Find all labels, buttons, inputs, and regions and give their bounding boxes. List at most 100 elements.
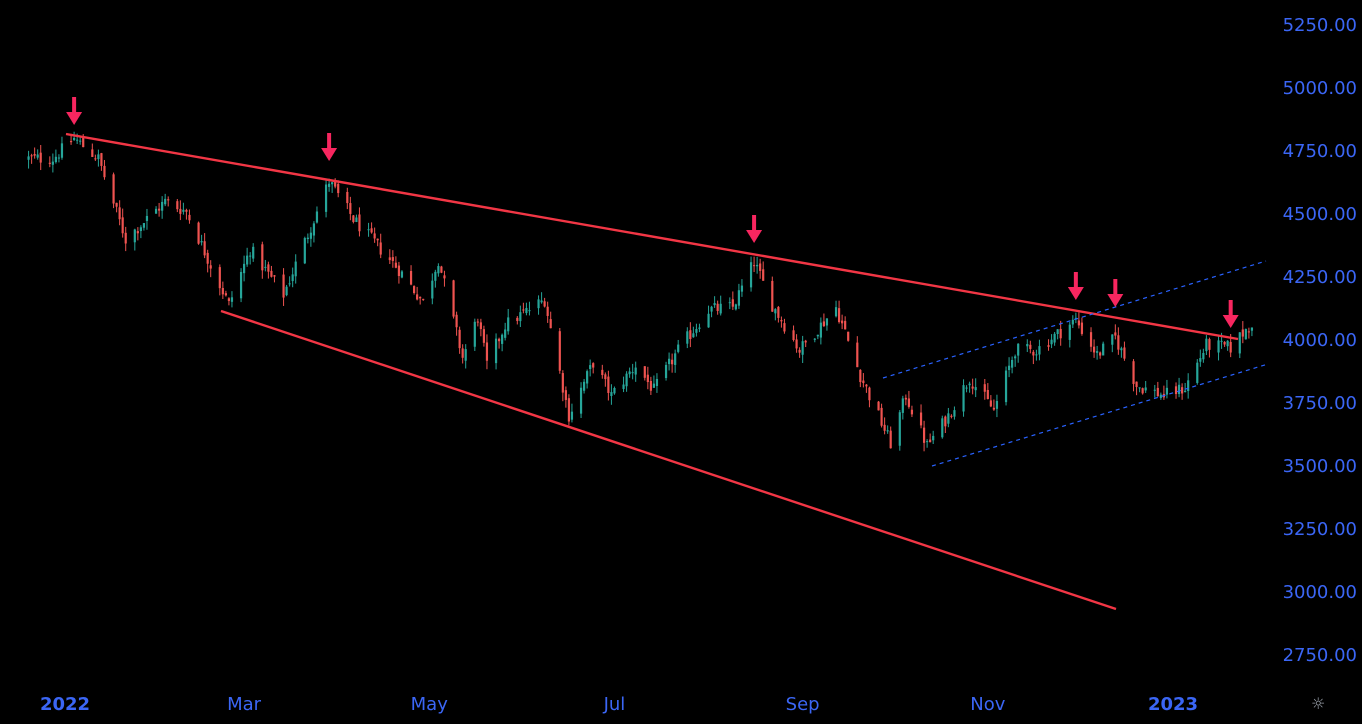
candle-body: [440, 266, 443, 273]
candle-body: [865, 384, 868, 387]
channel-upper-line[interactable]: [882, 260, 1267, 379]
candle-body: [501, 334, 504, 344]
candle-body: [337, 183, 340, 194]
candlestick-series: [27, 131, 1254, 452]
candle-body: [622, 384, 625, 389]
candle-body: [968, 383, 971, 386]
candle-body: [825, 318, 829, 326]
candle-body: [941, 418, 944, 438]
candle-body: [464, 349, 467, 361]
candle-body: [397, 265, 401, 277]
candle-body: [1187, 380, 1190, 391]
trendline-drawings[interactable]: [65, 132, 1269, 611]
candle-body: [950, 415, 953, 417]
candle-body: [197, 222, 200, 244]
candle-body: [759, 263, 762, 271]
x-tick-label: Mar: [227, 694, 262, 715]
upper-trendline[interactable]: [65, 132, 1239, 341]
candle-body: [100, 153, 103, 166]
candle-body: [889, 430, 892, 449]
candle-body: [631, 372, 634, 374]
lower-trendline[interactable]: [220, 309, 1117, 611]
candle-body: [1120, 348, 1123, 351]
candle-body: [819, 322, 822, 338]
candle-body: [677, 344, 680, 352]
settings-gear-icon[interactable]: ☼: [1311, 694, 1326, 713]
candle-body: [30, 155, 33, 157]
candle-body: [51, 161, 54, 165]
y-tick-label: 2750.00: [1283, 645, 1357, 666]
candle-body: [73, 137, 76, 140]
candle-body: [713, 303, 716, 306]
candle-body: [434, 271, 437, 281]
candle-body: [1144, 387, 1147, 391]
candle-body: [334, 180, 337, 187]
candle-body: [880, 407, 883, 426]
candle-body: [643, 366, 646, 378]
candle-body: [856, 342, 859, 368]
candle-body: [349, 203, 352, 214]
candle-body: [564, 390, 567, 400]
candle-body: [185, 209, 188, 212]
candle-body: [370, 228, 373, 233]
candle-body: [400, 271, 404, 278]
candle-body: [522, 309, 525, 311]
candle-body: [962, 385, 965, 412]
down-arrow-icon: [1067, 272, 1084, 300]
candle-body: [422, 298, 425, 300]
x-tick-label: 2022: [40, 694, 90, 715]
candle-body: [1089, 332, 1093, 347]
candle-body: [1074, 317, 1077, 319]
candle-body: [1141, 388, 1144, 394]
candle-body: [971, 386, 974, 389]
candle-body: [610, 392, 613, 396]
candle-body: [561, 373, 564, 393]
candle-body: [121, 217, 124, 234]
candle-body: [482, 329, 486, 343]
candle-body: [494, 338, 498, 364]
candle-body: [154, 208, 158, 214]
candle-body: [519, 312, 522, 322]
candle-body: [592, 363, 595, 368]
candle-body: [458, 329, 461, 349]
candle-body: [373, 233, 376, 239]
candle-body: [1132, 361, 1135, 384]
candle-body: [1117, 335, 1120, 350]
candle-body: [409, 271, 413, 285]
candle-body: [239, 271, 243, 299]
candle-body: [327, 183, 331, 187]
candle-body: [504, 329, 507, 338]
candle-body: [1077, 320, 1080, 326]
candle-body: [813, 338, 816, 340]
candle-body: [1071, 319, 1074, 325]
candle-body: [97, 154, 100, 160]
candle-body: [834, 307, 838, 317]
candle-body: [1226, 340, 1229, 347]
candle-body: [671, 359, 674, 365]
candle-body: [224, 293, 227, 296]
down-arrow-icon: [321, 133, 338, 161]
candle-body: [762, 269, 765, 281]
candle-body: [1096, 351, 1099, 353]
candle-body: [1156, 387, 1159, 397]
candle-body: [200, 241, 203, 243]
candle-body: [227, 298, 231, 301]
candle-body: [33, 154, 36, 156]
x-tick-label: Jul: [603, 694, 626, 715]
candle-body: [649, 380, 652, 391]
y-axis[interactable]: 5250.00 5000.00 4750.00 4500.00 4250.00 4000.…: [1283, 15, 1357, 666]
candle-body: [601, 369, 604, 376]
candle-body: [91, 149, 94, 157]
candle-body: [124, 232, 127, 244]
candle-body: [883, 424, 886, 431]
down-arrow-icon: [746, 215, 763, 243]
candle-body: [1184, 390, 1187, 393]
candle-body: [267, 264, 270, 272]
x-axis[interactable]: 2022 Mar May Jul Sep Nov 2023: [40, 694, 1198, 715]
candle-body: [230, 297, 234, 302]
x-tick-label: Sep: [786, 694, 820, 715]
candle-body: [1202, 352, 1205, 360]
channel-lower-line[interactable]: [931, 363, 1269, 467]
candle-body: [1068, 324, 1071, 340]
